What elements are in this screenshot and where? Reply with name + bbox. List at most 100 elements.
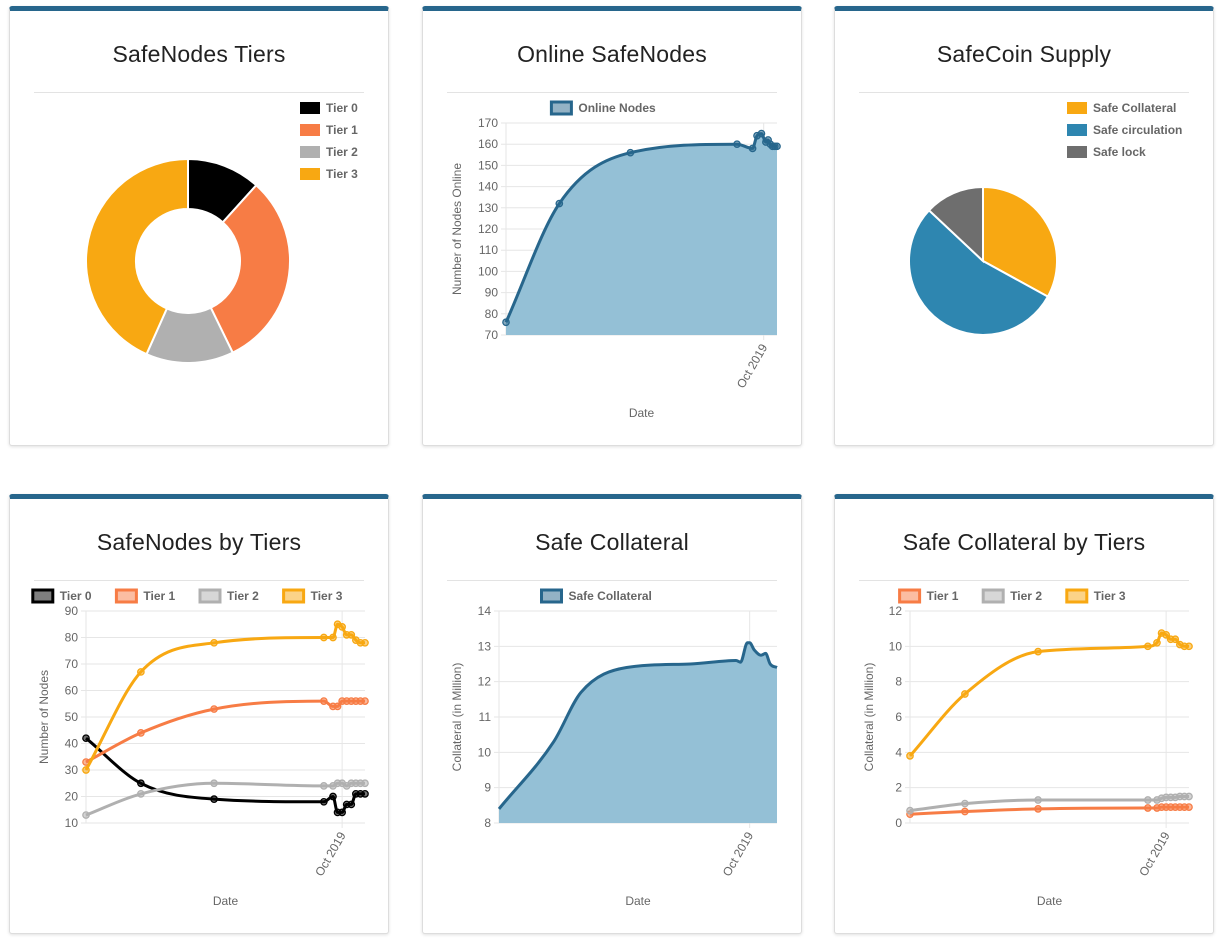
y-tick-label: 20 bbox=[65, 790, 79, 804]
legend-swatch bbox=[549, 100, 573, 116]
data-point bbox=[961, 807, 969, 816]
legend-swatch bbox=[198, 588, 222, 604]
y-tick-label: 10 bbox=[65, 816, 79, 830]
data-point bbox=[361, 789, 369, 798]
y-tick-label: 4 bbox=[895, 745, 902, 759]
divider bbox=[859, 580, 1189, 581]
data-point bbox=[748, 144, 757, 153]
collateral-chart: 8 9 10 11 12 13 14 Oct 2019 Date Collateral (in M… bbox=[450, 588, 778, 908]
data-point bbox=[319, 782, 328, 790]
card-online-safenodes: Online SafeNodes 70 80 90 100 110 120 130 140 15… bbox=[422, 6, 802, 446]
card-safecoin-supply: SafeCoin Supply Safe Collateral Safe circ… bbox=[834, 6, 1214, 446]
legend-label: Tier 0 bbox=[326, 101, 358, 115]
legend-swatch bbox=[300, 146, 320, 158]
legend-swatch bbox=[114, 588, 138, 604]
y-tick-label: 120 bbox=[478, 222, 498, 236]
data-point bbox=[1185, 642, 1193, 651]
y-tick-label: 30 bbox=[65, 763, 79, 777]
y-tick-label: 11 bbox=[479, 710, 492, 724]
y-tick-label: 8 bbox=[484, 816, 491, 830]
x-axis-title: Date bbox=[625, 894, 651, 908]
data-point bbox=[137, 789, 145, 798]
y-tick-label: 14 bbox=[478, 604, 492, 618]
legend-swatch bbox=[1065, 588, 1089, 604]
y-axis-title: Number of Nodes Online bbox=[450, 163, 464, 295]
data-point bbox=[338, 808, 346, 817]
legend-label: Tier 1 bbox=[927, 589, 959, 603]
legend-swatch bbox=[300, 124, 320, 136]
divider bbox=[447, 92, 777, 93]
y-axis-title: Number of Nodes bbox=[37, 670, 51, 764]
data-point bbox=[626, 148, 635, 157]
card-title: SafeNodes by Tiers bbox=[96, 529, 302, 555]
slice-safe-lock bbox=[927, 185, 984, 264]
y-tick-label: 50 bbox=[65, 710, 79, 724]
data-point bbox=[1143, 804, 1152, 812]
x-axis-title: Date bbox=[629, 406, 655, 420]
data-point bbox=[210, 705, 218, 713]
legend-label: Tier 2 bbox=[326, 145, 358, 159]
card-safenodes-by-tiers: SafeNodes by Tiers 10 20 30 40 50 60 70 80 90 Oct… bbox=[9, 494, 389, 934]
y-tick-label: 12 bbox=[889, 604, 903, 618]
data-point bbox=[82, 811, 90, 819]
data-point bbox=[82, 734, 90, 743]
card-safenodes-tiers: SafeNodes Tiers Tier 0 Tier 1 Tier 2 Tier 3 bbox=[9, 6, 389, 446]
y-tick-label: 40 bbox=[65, 737, 79, 751]
y-tick-label: 6 bbox=[895, 710, 902, 724]
data-point bbox=[1162, 631, 1170, 639]
data-point bbox=[319, 697, 328, 705]
x-tick-label: Oct 2019 bbox=[720, 829, 757, 878]
legend-label: Tier 3 bbox=[326, 167, 358, 181]
y-tick-label: 10 bbox=[889, 639, 903, 653]
data-point bbox=[319, 797, 328, 806]
data-point bbox=[137, 779, 145, 788]
series-area bbox=[499, 642, 777, 823]
y-axis-title: Collateral (in Million) bbox=[450, 663, 464, 772]
legend-swatch bbox=[540, 588, 563, 604]
legend-swatch bbox=[1067, 102, 1087, 114]
card-title: Online SafeNodes bbox=[517, 41, 707, 67]
legend-swatch bbox=[31, 588, 55, 604]
y-tick-label: 80 bbox=[65, 631, 79, 645]
data-point bbox=[1185, 792, 1193, 801]
data-point bbox=[1034, 796, 1042, 804]
card-title: Safe Collateral bbox=[535, 529, 689, 555]
legend-swatch bbox=[282, 588, 306, 604]
y-tick-label: 110 bbox=[479, 243, 498, 257]
card-title: SafeCoin Supply bbox=[936, 41, 1112, 67]
y-tick-label: 60 bbox=[65, 684, 79, 698]
legend-label: Tier 1 bbox=[326, 123, 358, 137]
legend-swatch bbox=[300, 168, 320, 180]
data-point bbox=[733, 140, 741, 149]
series-line bbox=[908, 631, 1189, 757]
legend-label: Tier 3 bbox=[1094, 589, 1126, 603]
collateral-by-tiers-chart: 0 2 4 6 8 10 12 Oct 2019 Date Collateral (in Mill… bbox=[862, 588, 1193, 908]
data-point bbox=[210, 638, 218, 647]
card-title: Safe Collateral by Tiers bbox=[902, 529, 1146, 555]
data-point bbox=[555, 199, 564, 208]
data-point bbox=[329, 633, 337, 642]
slice-tier-3 bbox=[85, 157, 189, 356]
nodes-by-tiers-chart: 10 20 30 40 50 60 70 80 90 Oct 2019 Date Number of … bbox=[31, 588, 369, 908]
data-point bbox=[773, 142, 781, 151]
y-tick-label: 13 bbox=[478, 639, 492, 653]
data-point bbox=[137, 729, 145, 737]
data-point bbox=[1034, 805, 1042, 813]
data-point bbox=[1143, 642, 1152, 651]
data-point bbox=[1034, 647, 1042, 656]
data-point bbox=[1185, 803, 1193, 811]
card-safe-collateral-by-tiers: Safe Collateral by Tiers 0 2 4 6 8 10 12 Oct 20… bbox=[834, 494, 1214, 934]
x-tick-label: Oct 2019 bbox=[1136, 829, 1173, 878]
legend-label: Safe lock bbox=[1093, 145, 1146, 159]
legend-label: Safe circulation bbox=[1093, 123, 1182, 137]
data-point bbox=[961, 799, 969, 808]
data-point bbox=[361, 638, 369, 647]
data-point bbox=[333, 702, 342, 711]
divider bbox=[447, 580, 777, 581]
data-point bbox=[1143, 796, 1152, 804]
y-tick-label: 9 bbox=[484, 781, 491, 795]
data-point bbox=[502, 318, 510, 327]
y-tick-label: 90 bbox=[65, 604, 79, 618]
slice-tier-1 bbox=[209, 183, 291, 355]
data-point bbox=[1171, 635, 1180, 644]
